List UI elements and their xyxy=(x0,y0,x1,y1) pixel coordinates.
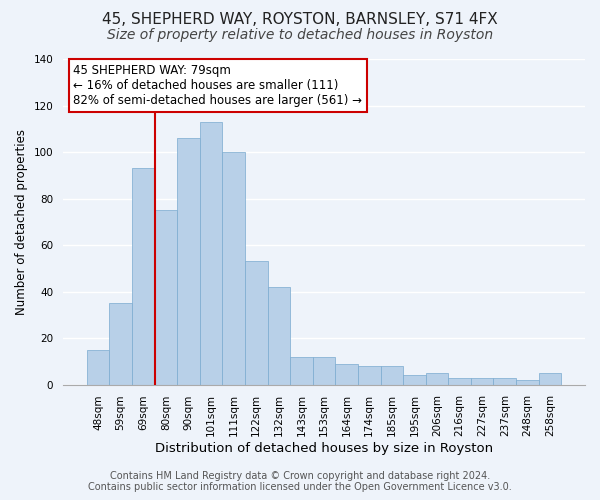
Bar xyxy=(109,303,132,384)
Bar xyxy=(132,168,155,384)
Bar xyxy=(87,350,109,384)
Text: Size of property relative to detached houses in Royston: Size of property relative to detached ho… xyxy=(107,28,493,42)
Bar xyxy=(268,287,290,384)
Bar xyxy=(313,356,335,384)
Bar xyxy=(177,138,200,384)
X-axis label: Distribution of detached houses by size in Royston: Distribution of detached houses by size … xyxy=(155,442,493,455)
Bar xyxy=(245,262,268,384)
Text: Contains HM Land Registry data © Crown copyright and database right 2024.
Contai: Contains HM Land Registry data © Crown c… xyxy=(88,471,512,492)
Bar xyxy=(403,376,425,384)
Bar xyxy=(223,152,245,384)
Bar xyxy=(448,378,471,384)
Y-axis label: Number of detached properties: Number of detached properties xyxy=(15,129,28,315)
Bar xyxy=(516,380,539,384)
Text: 45, SHEPHERD WAY, ROYSTON, BARNSLEY, S71 4FX: 45, SHEPHERD WAY, ROYSTON, BARNSLEY, S71… xyxy=(102,12,498,28)
Bar xyxy=(471,378,493,384)
Bar xyxy=(539,373,561,384)
Bar xyxy=(358,366,380,384)
Bar xyxy=(290,356,313,384)
Bar xyxy=(380,366,403,384)
Bar xyxy=(493,378,516,384)
Bar xyxy=(200,122,223,384)
Text: 45 SHEPHERD WAY: 79sqm
← 16% of detached houses are smaller (111)
82% of semi-de: 45 SHEPHERD WAY: 79sqm ← 16% of detached… xyxy=(73,64,362,107)
Bar xyxy=(335,364,358,384)
Bar xyxy=(425,373,448,384)
Bar xyxy=(155,210,177,384)
